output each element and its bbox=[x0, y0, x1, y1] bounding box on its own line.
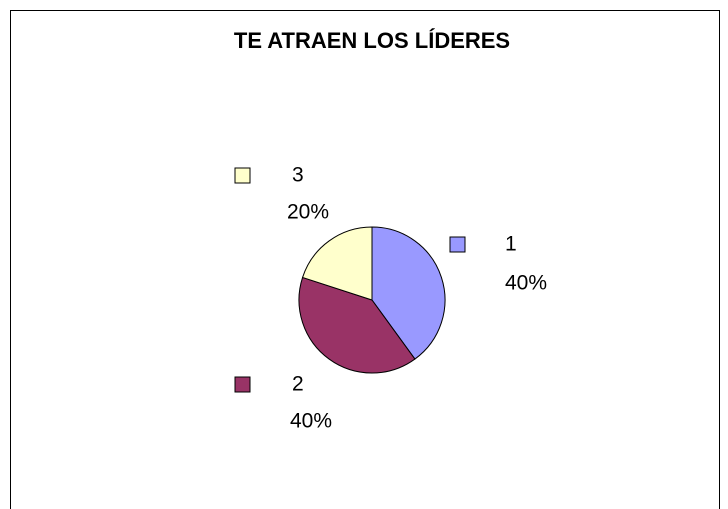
slice-value-label: 20% bbox=[287, 201, 329, 224]
slice-value-label: 40% bbox=[290, 410, 332, 433]
slice-value-label: 40% bbox=[505, 272, 547, 295]
slice-category-label: 1 bbox=[505, 233, 517, 256]
legend-swatch bbox=[449, 236, 466, 253]
pie-slice bbox=[371, 226, 446, 360]
legend-swatch bbox=[234, 376, 251, 393]
legend-swatch bbox=[234, 167, 251, 184]
pie-slice bbox=[301, 226, 373, 301]
slice-category-label: 2 bbox=[292, 373, 304, 396]
slice-category-label: 3 bbox=[292, 164, 304, 187]
chart-title: TE ATRAEN LOS LÍDERES bbox=[234, 28, 510, 53]
pie-slice bbox=[298, 276, 416, 374]
